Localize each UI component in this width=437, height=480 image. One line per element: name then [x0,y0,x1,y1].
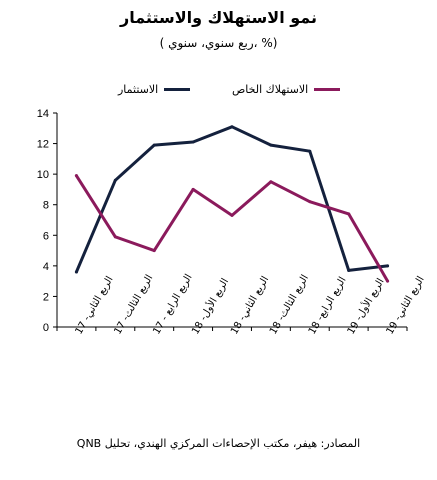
legend-label-investment: الاستثمار [118,82,159,96]
data-point-1 [269,180,273,184]
data-point-0 [152,143,156,147]
data-point-0 [230,125,234,129]
data-point-1 [74,174,78,178]
legend-swatch-consumption [314,87,341,91]
data-point-0 [113,178,117,182]
data-point-1 [386,279,390,283]
legend: الاستثمار الاستهلاك الخاص [0,79,437,99]
legend-swatch-investment [164,87,191,91]
data-point-0 [269,143,273,147]
y-tick-label: 14 [37,108,49,120]
data-point-1 [152,249,156,253]
legend-item-investment: الاستثمار [118,79,191,99]
y-tick-label: 12 [37,139,49,151]
data-point-1 [113,235,117,239]
series-line-1 [74,174,390,283]
data-point-0 [191,140,195,144]
data-point-0 [386,264,390,268]
data-point-0 [347,268,351,272]
source-note: المصادر: هيفر، مكتب الإحصاءات المركزي ال… [76,437,361,450]
data-point-0 [308,149,312,153]
y-tick-label: 2 [43,291,49,303]
series-line-0 [74,125,390,274]
chart-title: نمو الاستهلاك والاستثمار [119,8,318,27]
data-point-0 [74,270,78,274]
chart-subtitle: ( ربع سنوي، سنوي، %) [159,36,278,50]
y-tick-label: 8 [43,200,49,212]
data-point-1 [347,212,351,216]
data-point-1 [230,213,234,217]
legend-item-consumption: الاستهلاك الخاص [232,79,341,99]
legend-label-consumption: الاستهلاك الخاص [232,82,309,96]
y-tick-label: 0 [43,322,49,334]
data-point-1 [191,187,195,191]
data-point-1 [308,200,312,204]
y-tick-label: 6 [43,230,49,242]
y-tick-label: 4 [43,261,49,273]
y-tick-label: 10 [37,169,49,181]
